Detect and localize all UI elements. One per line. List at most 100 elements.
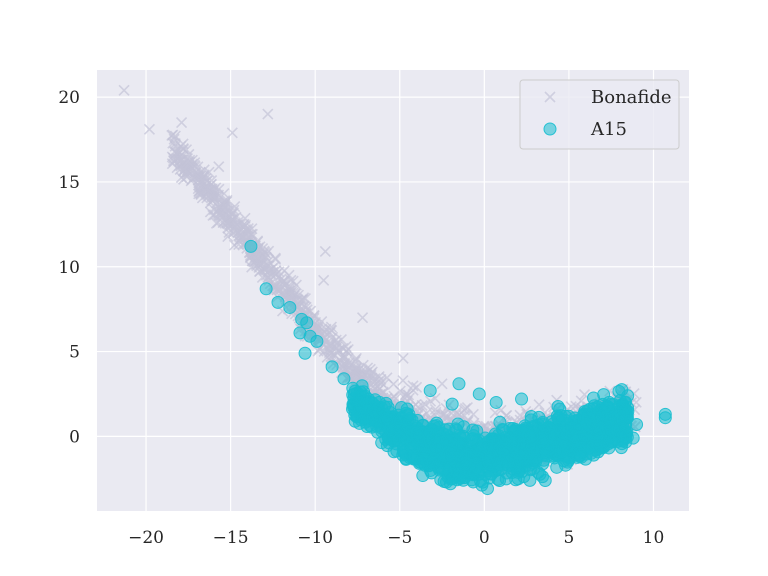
y-tick-label: 10 xyxy=(58,258,80,278)
a15-point xyxy=(515,392,529,406)
bonafide-point xyxy=(337,353,349,365)
bonafide-point xyxy=(397,352,409,364)
a15-point xyxy=(493,415,507,429)
bonafide-point xyxy=(186,173,198,186)
a15-point xyxy=(536,430,550,444)
a15-point xyxy=(573,420,587,434)
bonafide-point xyxy=(289,288,301,300)
x-tick-label: 5 xyxy=(563,528,574,548)
bonafide-point xyxy=(407,384,419,396)
a15-point xyxy=(453,429,467,443)
a15-point xyxy=(337,372,351,386)
bonafide-point xyxy=(387,378,400,390)
x-tick-label: −20 xyxy=(128,528,164,548)
a15-point xyxy=(399,425,413,439)
a15-point xyxy=(325,360,339,374)
a15-point xyxy=(562,422,576,436)
a15-point xyxy=(357,411,371,425)
bonafide-point xyxy=(222,231,234,243)
a15-point xyxy=(244,239,258,253)
bonafide-point xyxy=(228,226,240,238)
bonafide-point xyxy=(318,274,330,286)
bonafide-point xyxy=(461,401,473,414)
bonafide-point xyxy=(189,167,201,179)
bonafide-point xyxy=(450,408,462,420)
a15-point xyxy=(472,387,486,401)
bonafide-point xyxy=(205,178,218,190)
a15-point xyxy=(355,400,369,414)
a15-point xyxy=(587,391,601,405)
bonafide-point xyxy=(242,222,254,235)
bonafide-point xyxy=(223,204,236,216)
bonafide-point xyxy=(350,352,362,365)
x-tick-label: 10 xyxy=(643,528,665,548)
a15-point xyxy=(412,456,426,470)
bonafide-point xyxy=(208,184,220,196)
legend-label-a15: A15 xyxy=(590,119,627,140)
a15-point xyxy=(474,440,488,454)
a15-point xyxy=(559,458,573,472)
a15-point xyxy=(626,431,640,445)
a15-point xyxy=(481,452,495,466)
bonafide-point xyxy=(229,222,241,234)
bonafide-point xyxy=(397,374,409,387)
a15-point xyxy=(469,461,483,475)
bonafide-point xyxy=(212,191,224,203)
a15-point xyxy=(452,377,466,391)
bonafide-point xyxy=(407,380,419,392)
y-tick-label: 0 xyxy=(69,427,80,447)
a15-point xyxy=(531,465,545,479)
a15-point xyxy=(421,426,435,440)
bonafide-point xyxy=(264,264,276,276)
bonafide-point xyxy=(358,369,371,381)
a15-point xyxy=(551,399,565,413)
a15-point xyxy=(517,446,531,460)
bonafide-point xyxy=(274,284,286,296)
bonafide-point xyxy=(350,363,362,375)
bonafide-point xyxy=(419,398,431,411)
bonafide-point xyxy=(174,163,186,175)
a15-point xyxy=(592,421,606,435)
a15-point xyxy=(458,457,472,471)
bonafide-point xyxy=(184,156,196,168)
a15-point xyxy=(612,429,626,443)
bonafide-point xyxy=(195,187,207,200)
grid-lines xyxy=(97,70,689,511)
a15-point xyxy=(446,445,460,459)
a15-point xyxy=(601,401,615,415)
a15-point xyxy=(582,441,596,455)
legend: Bonafide A15 xyxy=(519,79,680,150)
a15-point xyxy=(271,295,285,309)
y-tick-label: 15 xyxy=(58,173,80,193)
bonafide-point xyxy=(167,155,180,167)
legend-label-bonafide: Bonafide xyxy=(591,87,672,108)
legend-marker-a15 xyxy=(543,122,557,136)
bonafide-point xyxy=(319,245,331,258)
a15-point xyxy=(493,473,507,487)
x-tick-label: 0 xyxy=(479,528,490,548)
y-tick-label: 5 xyxy=(69,343,80,363)
a15-point xyxy=(555,413,569,427)
bonafide-point xyxy=(253,265,266,278)
a15-point xyxy=(476,475,490,489)
a15-point xyxy=(381,410,395,424)
bonafide-point xyxy=(436,378,448,390)
bonafide-point xyxy=(213,161,225,173)
bonafide-point xyxy=(325,337,337,349)
a15-point xyxy=(400,408,414,422)
a15-point xyxy=(283,300,297,314)
bonafide-point xyxy=(226,127,238,139)
bonafide-point xyxy=(184,154,196,166)
bonafide-point xyxy=(262,108,274,120)
bonafide-point xyxy=(287,275,299,287)
a15-point xyxy=(423,384,437,398)
a15-point xyxy=(540,449,554,463)
a15-point xyxy=(445,397,459,411)
bonafide-point xyxy=(241,225,253,237)
a15-point xyxy=(407,441,421,455)
a15-point xyxy=(450,473,464,487)
bonafide-point xyxy=(424,395,437,407)
bonafide-point xyxy=(217,216,229,229)
a15-point xyxy=(513,429,527,443)
a15-point xyxy=(442,465,456,479)
